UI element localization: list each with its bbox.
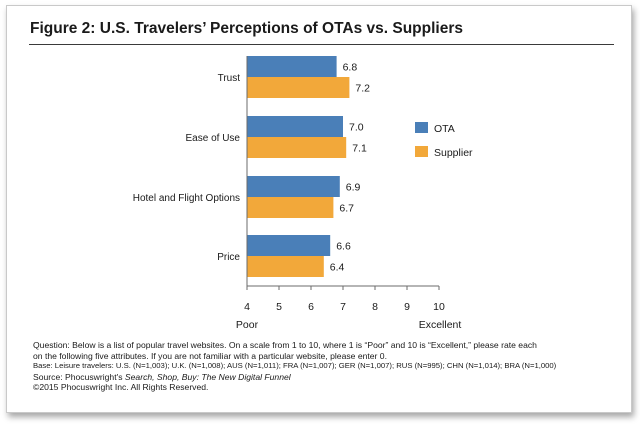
question-text-line-1: Question: Below is a list of popular tra… <box>33 340 537 350</box>
bar-ota-hotel-and-flight-options <box>247 176 340 197</box>
x-tick-label-10: 10 <box>433 301 445 313</box>
category-label-ease-of-use: Ease of Use <box>186 133 241 144</box>
source-text: Source: Phocuswright's Search, Shop, Buy… <box>33 372 623 383</box>
legend-swatch-ota <box>415 122 428 133</box>
source-prefix: Source: Phocuswright's <box>33 371 123 382</box>
x-tick-label-6: 6 <box>308 301 314 313</box>
question-text-line-2: on the following five attributes. If you… <box>33 350 387 361</box>
value-label-ota-hotel-and-flight-options: 6.9 <box>346 182 361 194</box>
bar-supplier-trust <box>247 77 350 98</box>
category-label-hotel-and-flight-options: Hotel and Flight Options <box>133 193 240 204</box>
legend-label-ota: OTA <box>434 123 455 135</box>
x-axis-low-label: Poor <box>236 319 259 331</box>
value-label-supplier-hotel-and-flight-options: 6.7 <box>339 203 354 215</box>
x-tick-label-7: 7 <box>340 301 346 313</box>
value-label-ota-trust: 6.8 <box>343 62 358 74</box>
base-text: Base: Leisure travelers: U.S. (N=1,003);… <box>33 361 557 371</box>
x-tick-label-4: 4 <box>244 301 250 313</box>
bar-ota-ease-of-use <box>247 116 343 137</box>
category-label-trust: Trust <box>218 73 241 84</box>
source-title: Search, Shop, Buy: The New Digital Funne… <box>124 371 291 382</box>
legend-label-supplier: Supplier <box>434 147 473 159</box>
value-label-supplier-ease-of-use: 7.1 <box>352 143 367 155</box>
category-label-price: Price <box>217 252 240 263</box>
legend-swatch-supplier <box>415 146 428 157</box>
bar-supplier-hotel-and-flight-options <box>247 197 334 218</box>
bar-supplier-ease-of-use <box>247 137 347 158</box>
value-label-supplier-trust: 7.2 <box>355 83 370 95</box>
x-tick-label-9: 9 <box>404 301 410 313</box>
bar-ota-trust <box>247 56 337 77</box>
value-label-ota-ease-of-use: 7.0 <box>349 122 364 134</box>
value-label-supplier-price: 6.4 <box>330 262 345 274</box>
bar-ota-price <box>247 235 331 256</box>
value-label-ota-price: 6.6 <box>336 241 351 253</box>
title-rule <box>29 44 614 45</box>
figure-footer: Question: Below is a list of popular tra… <box>33 340 623 393</box>
copyright-text: ©2015 Phocuswright Inc. All Rights Reser… <box>33 382 209 393</box>
x-axis-high-label: Excellent <box>419 319 462 331</box>
bar-supplier-price <box>247 256 324 277</box>
figure-title: Figure 2: U.S. Travelers’ Perceptions of… <box>30 20 463 37</box>
x-tick-label-5: 5 <box>276 301 282 313</box>
x-tick-label-8: 8 <box>372 301 378 313</box>
